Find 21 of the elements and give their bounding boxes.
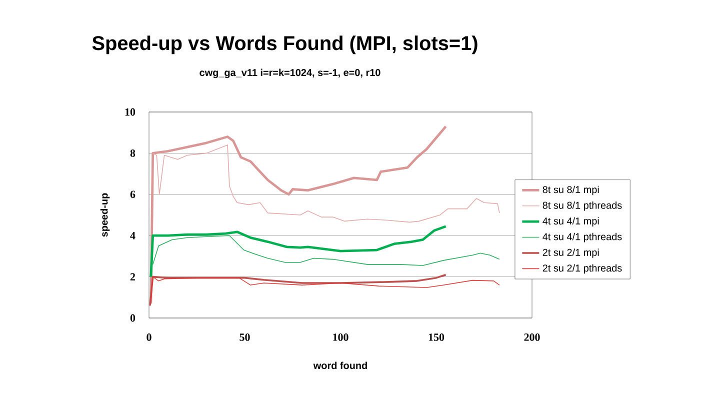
legend-label: 2t su 2/1 mpi <box>542 248 599 258</box>
legend-label: 4t su 4/1 mpi <box>542 217 599 226</box>
x-axis-title: word found <box>313 362 367 370</box>
y-axis-title: speed-up <box>100 193 110 237</box>
legend-label: 4t su 4/1 pthreads <box>542 232 622 242</box>
y-tick-label: 6 <box>130 190 136 198</box>
y-tick-label: 2 <box>130 273 136 280</box>
x-tick-label: 50 <box>240 334 250 341</box>
y-tick-label: 4 <box>130 232 136 240</box>
x-tick-label: 150 <box>428 334 444 341</box>
x-tick-label: 200 <box>524 334 540 341</box>
chart-subtitle: cwg_ga_v11 i=r=k=1024, s=-1, e=0, r10 <box>200 68 380 78</box>
y-tick-label: 10 <box>125 108 136 116</box>
legend-label: 8t su 8/1 pthreads <box>542 202 622 211</box>
chart-title: Speed-up vs Words Found (MPI, slots=1) <box>92 36 478 54</box>
y-tick-label: 8 <box>130 150 136 157</box>
x-tick-label: 100 <box>333 334 348 341</box>
x-tick-label: 0 <box>146 334 152 341</box>
legend-label: 2t su 2/1 pthreads <box>542 264 622 274</box>
y-tick-label: 0 <box>130 314 136 322</box>
legend-label: 8t su 8/1 mpi <box>542 186 599 196</box>
